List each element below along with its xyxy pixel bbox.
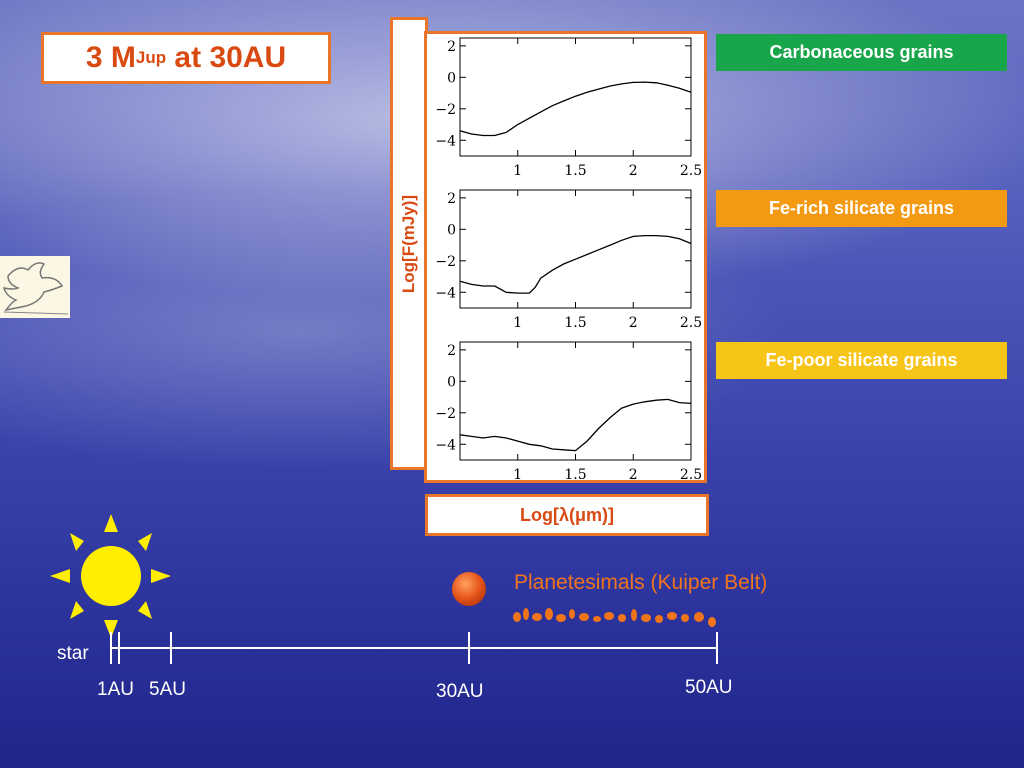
x-axis-label-box: Log[λ(μm)] xyxy=(425,494,709,536)
y-tick-label: −4 xyxy=(435,437,456,453)
fe-poor-silicate-label: Fe-poor silicate grains xyxy=(716,342,1007,379)
y-tick-label: −2 xyxy=(435,406,456,422)
plot-panel: 2 0 −2 −4 1 1.5 2 2.5 2 0 −2 −4 1 1.5 2 2.5 2 0 −2 −4 1 1.5 2 2… xyxy=(424,31,707,483)
label-5au: 5AU xyxy=(149,679,186,700)
x-tick-label: 2.5 xyxy=(680,163,702,179)
spectrum-panel-1: 2 0 −2 −4 1 1.5 2 2.5 xyxy=(435,37,702,179)
star-label: star xyxy=(57,643,89,664)
y-tick-label: −2 xyxy=(435,254,456,270)
label-30au: 30AU xyxy=(436,681,484,702)
y-tick-label: 0 xyxy=(447,70,456,86)
x-tick-label: 2.5 xyxy=(680,315,702,331)
x-tick-label: 2 xyxy=(629,163,638,179)
fe-rich-silicate-label: Fe-rich silicate grains xyxy=(716,190,1007,227)
x-tick-label: 1 xyxy=(513,315,522,331)
kuiper-belt-dots xyxy=(513,608,716,627)
title-subscript: Jup xyxy=(135,48,167,67)
planet-icon xyxy=(452,572,486,606)
carbonaceous-grains-label: Carbonaceous grains xyxy=(716,34,1007,71)
sun-icon xyxy=(50,514,171,638)
x-tick-label: 1.5 xyxy=(564,467,586,480)
spectrum-panel-2: 2 0 −2 −4 1 1.5 2 2.5 xyxy=(435,189,702,331)
y-tick-label: 0 xyxy=(447,222,456,238)
spectrum-line xyxy=(459,234,692,294)
y-tick-label: −2 xyxy=(435,102,456,118)
y-tick-label: 2 xyxy=(447,343,456,359)
spectrum-line xyxy=(459,81,692,137)
x-tick-label: 1.5 xyxy=(564,163,586,179)
title-main: 3 M xyxy=(85,41,136,74)
y-tick-label: 0 xyxy=(447,374,456,390)
x-tick-label: 1.5 xyxy=(564,315,586,331)
label-1au: 1AU xyxy=(97,679,134,700)
label-50au: 50AU xyxy=(685,677,733,698)
dove-icon xyxy=(2,262,69,315)
spectrum-panel-3: 2 0 −2 −4 1 1.5 2 2.5 xyxy=(435,341,702,483)
y-tick-label: −4 xyxy=(435,133,456,149)
title-suffix: at 30AU xyxy=(166,41,287,74)
x-tick-label: 1 xyxy=(513,467,522,480)
x-axis-label: Log[λ(μm)] xyxy=(520,504,614,525)
x-tick-label: 2 xyxy=(629,315,638,331)
dove-logo xyxy=(0,256,70,318)
kuiper-belt-label: Planetesimals (Kuiper Belt) xyxy=(514,571,768,594)
y-tick-label: −4 xyxy=(435,285,456,301)
slide-title: 3 M Jup at 30AU xyxy=(41,32,331,84)
x-tick-label: 1 xyxy=(513,163,522,179)
x-tick-label: 2 xyxy=(629,467,638,480)
spectra-plots: 20−2−41 1.5 2 2.520−2−41 1.5 2 2.520−2−41 1.5 2 2… xyxy=(435,37,702,483)
y-tick-label: 2 xyxy=(447,39,456,55)
spectrum-line xyxy=(459,398,692,452)
distance-scale xyxy=(110,632,718,664)
x-tick-label: 2.5 xyxy=(680,467,702,480)
y-tick-label: 2 xyxy=(447,191,456,207)
